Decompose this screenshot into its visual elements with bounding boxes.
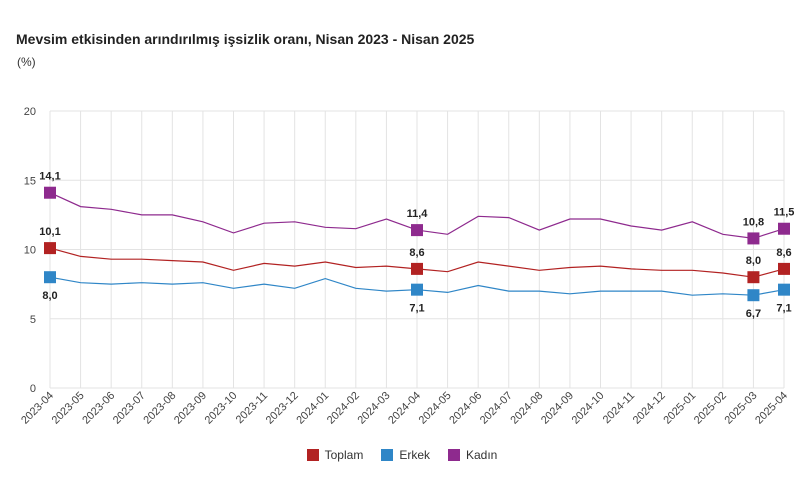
y-tick-label: 0	[30, 383, 36, 395]
data-label: 8,6	[776, 247, 791, 259]
data-point-marker	[411, 262, 423, 275]
data-label: 11,5	[774, 207, 795, 219]
x-tick-label: 2023-12	[264, 390, 301, 427]
data-label: 8,6	[409, 247, 424, 259]
legend-label: Toplam	[324, 448, 364, 462]
legend-swatch	[306, 449, 319, 461]
chart-legend: Toplam Erkek Kadın	[0, 448, 804, 462]
legend-label: Erkek	[399, 448, 430, 462]
data-point-marker	[778, 222, 790, 235]
x-tick-label: 2024-02	[325, 390, 362, 427]
x-tick-label: 2023-06	[80, 390, 117, 427]
data-point-marker	[44, 242, 56, 255]
x-tick-label: 2024-12	[631, 390, 668, 427]
legend-item-erkek[interactable]: Erkek	[381, 448, 430, 462]
x-tick-label: 2024-10	[570, 390, 607, 427]
x-tick-label: 2024-08	[508, 390, 545, 427]
x-tick-label: 2023-05	[50, 390, 87, 427]
x-tick-label: 2024-01	[294, 390, 331, 427]
data-point-marker	[778, 283, 790, 296]
x-tick-label: 2024-09	[539, 390, 576, 427]
data-label: 10,8	[743, 216, 764, 228]
x-tick-label: 2024-11	[601, 390, 637, 426]
x-tick-label: 2025-04	[753, 390, 790, 427]
y-tick-label: 20	[24, 106, 36, 118]
data-point-marker	[411, 224, 423, 237]
data-point-marker	[44, 271, 56, 284]
x-tick-label: 2025-03	[723, 390, 760, 427]
x-tick-label: 2023-09	[172, 390, 209, 427]
x-tick-label: 2023-07	[111, 390, 148, 427]
data-label: 14,1	[39, 171, 60, 183]
data-point-marker	[411, 283, 423, 296]
y-tick-label: 15	[24, 175, 36, 187]
data-point-marker	[747, 271, 760, 284]
chart-title: Mevsim etkisinden arındırılmış işsizlik …	[16, 31, 475, 47]
x-tick-label: 2024-03	[356, 390, 393, 427]
data-point-marker	[747, 289, 760, 302]
y-tick-label: 10	[24, 245, 36, 257]
x-tick-label: 2024-04	[386, 390, 423, 427]
x-tick-label: 2023-08	[141, 390, 178, 427]
x-tick-label: 2025-02	[692, 390, 729, 427]
x-tick-label: 2023-04	[19, 390, 56, 427]
x-tick-label: 2023-11	[234, 390, 270, 426]
data-label: 6,7	[746, 308, 761, 320]
legend-label: Kadın	[466, 448, 498, 462]
data-label: 7,1	[409, 303, 424, 315]
x-tick-label: 2023-10	[203, 390, 240, 427]
data-point-marker	[44, 186, 56, 199]
y-tick-label: 5	[30, 314, 36, 326]
data-point-marker	[778, 262, 790, 275]
x-tick-label: 2024-07	[478, 390, 515, 427]
data-label: 11,4	[407, 208, 429, 220]
data-point-marker	[747, 232, 760, 245]
x-tick-label: 2024-06	[447, 390, 484, 427]
y-axis-unit-label: (%)	[17, 55, 36, 69]
x-tick-label: 2025-01	[661, 390, 698, 427]
legend-item-kadın[interactable]: Kadın	[448, 448, 497, 462]
data-label: 8,0	[42, 290, 57, 302]
data-label: 7,1	[776, 303, 791, 315]
legend-swatch	[448, 449, 460, 461]
legend-swatch	[381, 449, 394, 461]
data-label: 8,0	[746, 255, 761, 267]
x-tick-label: 2024-05	[417, 390, 454, 427]
data-label: 10,1	[39, 226, 60, 238]
legend-item-toplam[interactable]: Toplam	[306, 448, 364, 462]
line-chart: 051015202023-042023-052023-062023-072023…	[19, 106, 795, 427]
